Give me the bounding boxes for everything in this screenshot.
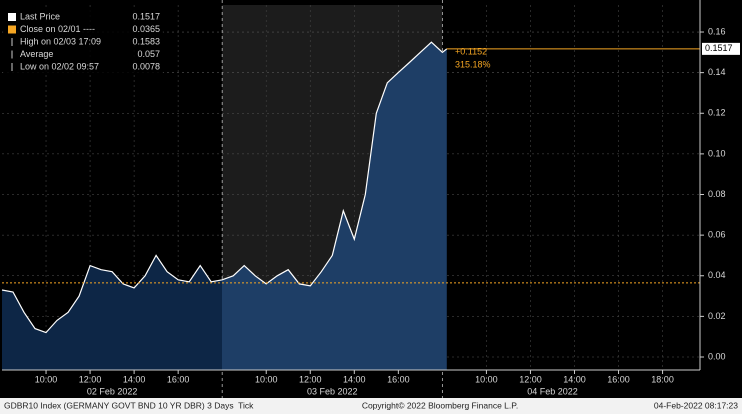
price-tag	[702, 42, 740, 55]
x-tick-label: 18:00	[651, 374, 674, 384]
x-tick-label: 10:00	[35, 374, 58, 384]
y-tick-label: 0.04	[708, 270, 726, 280]
legend-label: High on 02/03 17:09	[20, 36, 101, 46]
legend-label: Last Price	[20, 11, 60, 21]
legend-value: 0.0365	[132, 24, 160, 34]
session-label: 03 Feb 2022	[307, 386, 358, 396]
footer-left: GDBR10 Index (GERMANY GOVT BND 10 YR DBR…	[4, 400, 254, 410]
y-tick-label: 0.08	[708, 189, 726, 199]
y-tick-label: 0.06	[708, 230, 726, 240]
line	[1, 41, 448, 334]
x-tick-label: 12:00	[79, 374, 102, 384]
x-tick-label: 10:00	[475, 374, 498, 384]
y-tick-label: 0.00	[708, 351, 726, 361]
session-label: 04 Feb 2022	[527, 386, 578, 396]
x-tick-label: 10:00	[255, 374, 278, 384]
x-tick-label: 16:00	[387, 374, 410, 384]
annotation: 315.18%	[455, 59, 491, 69]
y-tick-label: 0.14	[708, 67, 726, 77]
price-tag-label: 0.1517	[705, 43, 733, 53]
legend-value: 0.057	[137, 49, 160, 59]
x-tick-label: 16:00	[167, 374, 190, 384]
footer-center: Copyright© 2022 Bloomberg Finance L.P.	[362, 400, 518, 410]
footer-right: 04-Feb-2022 08:17:23	[654, 400, 738, 410]
x-tick-label: 16:00	[607, 374, 630, 384]
legend-bg	[3, 10, 163, 74]
x-tick-label: 14:00	[123, 374, 146, 384]
legend-label: Average	[20, 49, 53, 59]
legend-value: 0.1583	[132, 36, 160, 46]
annotation: +0.1152	[455, 46, 487, 56]
y-tick-label: 0.16	[708, 26, 726, 36]
x-tick-label: 14:00	[343, 374, 366, 384]
legend-label: Low on 02/02 09:57	[20, 61, 99, 71]
legend-swatch	[8, 13, 16, 21]
footer-bar	[0, 398, 742, 414]
y-tick-label: 0.02	[708, 311, 726, 321]
session-label: 02 Feb 2022	[87, 386, 138, 396]
area	[2, 42, 447, 370]
y-tick-label: 0.12	[708, 108, 726, 118]
x-tick-label: 12:00	[519, 374, 542, 384]
legend-swatch	[8, 25, 16, 34]
x-tick-label: 12:00	[299, 374, 322, 384]
legend-value: 0.0078	[132, 61, 160, 71]
legend-label: Close on 02/01 ----	[20, 24, 95, 34]
legend-value: 0.1517	[132, 11, 160, 21]
y-tick-label: 0.10	[708, 148, 726, 158]
x-tick-label: 14:00	[563, 374, 586, 384]
